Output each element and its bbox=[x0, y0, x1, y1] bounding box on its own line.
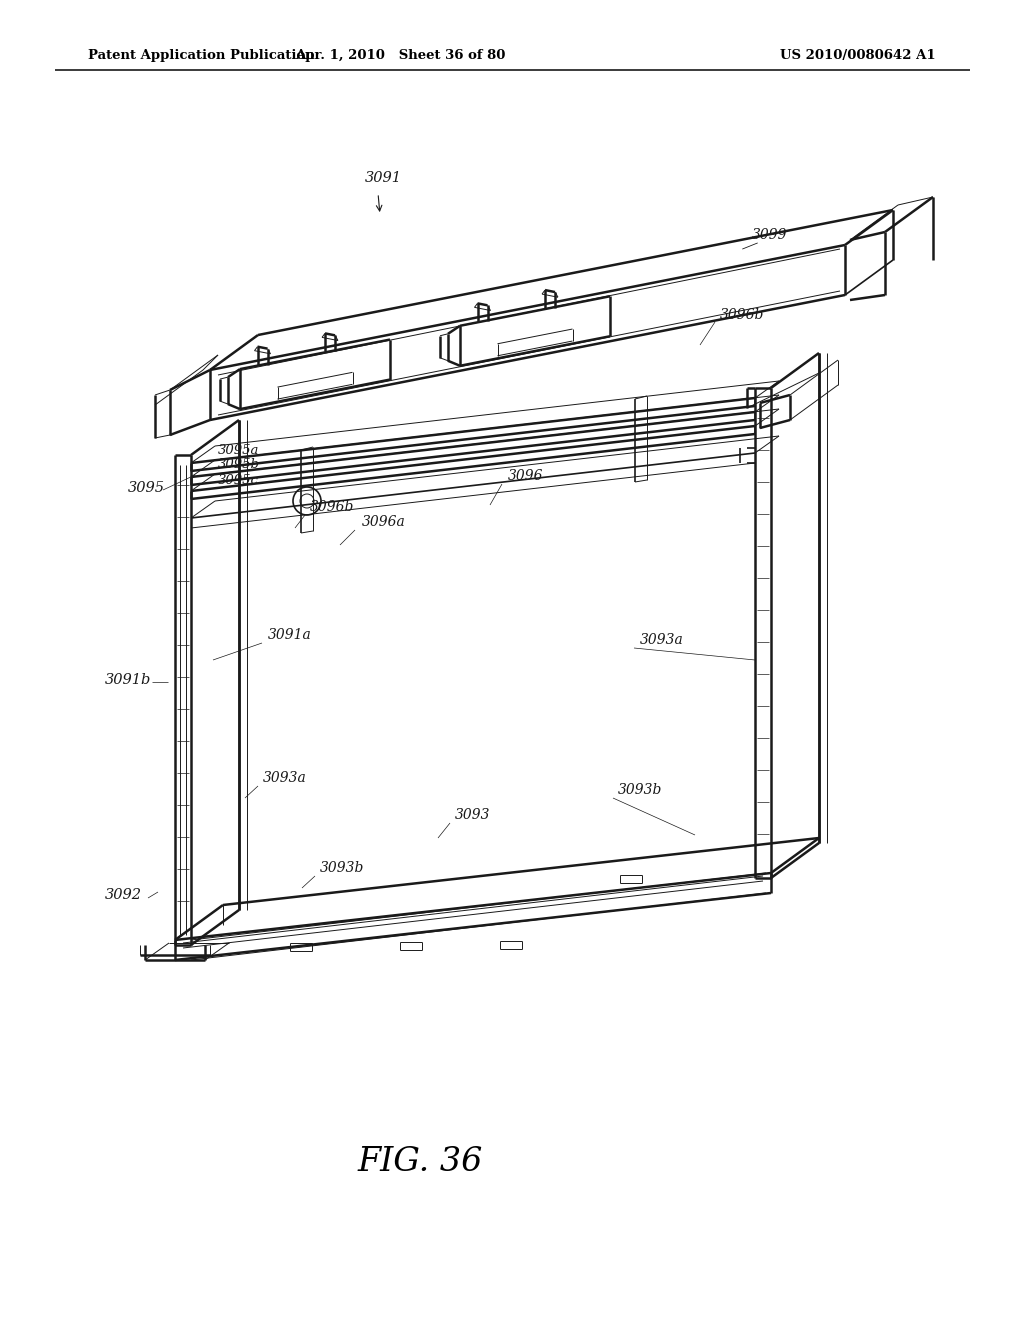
Text: 3093b: 3093b bbox=[319, 861, 365, 875]
Text: 3093: 3093 bbox=[455, 808, 490, 822]
Text: 3095: 3095 bbox=[128, 480, 165, 495]
Text: Patent Application Publication: Patent Application Publication bbox=[88, 49, 314, 62]
Text: 3095a: 3095a bbox=[218, 444, 259, 457]
Text: 3091: 3091 bbox=[365, 172, 402, 185]
Text: 3093b: 3093b bbox=[618, 783, 663, 797]
Text: Apr. 1, 2010   Sheet 36 of 80: Apr. 1, 2010 Sheet 36 of 80 bbox=[295, 49, 505, 62]
Text: FIG. 36: FIG. 36 bbox=[357, 1146, 482, 1177]
Text: 3092: 3092 bbox=[105, 888, 142, 902]
Text: 3095b: 3095b bbox=[218, 458, 260, 471]
Text: 3093a: 3093a bbox=[640, 634, 684, 647]
Text: 3096b: 3096b bbox=[310, 500, 354, 513]
Text: 3091b: 3091b bbox=[105, 673, 152, 686]
Text: US 2010/0080642 A1: US 2010/0080642 A1 bbox=[780, 49, 936, 62]
Text: 3096b: 3096b bbox=[720, 308, 764, 322]
Text: 3096: 3096 bbox=[508, 469, 544, 483]
Text: 3093a: 3093a bbox=[263, 771, 307, 785]
Text: 3095c: 3095c bbox=[218, 474, 259, 487]
Text: 3091a: 3091a bbox=[268, 628, 311, 642]
Text: 3099: 3099 bbox=[752, 228, 787, 242]
Text: 3096a: 3096a bbox=[362, 515, 406, 529]
